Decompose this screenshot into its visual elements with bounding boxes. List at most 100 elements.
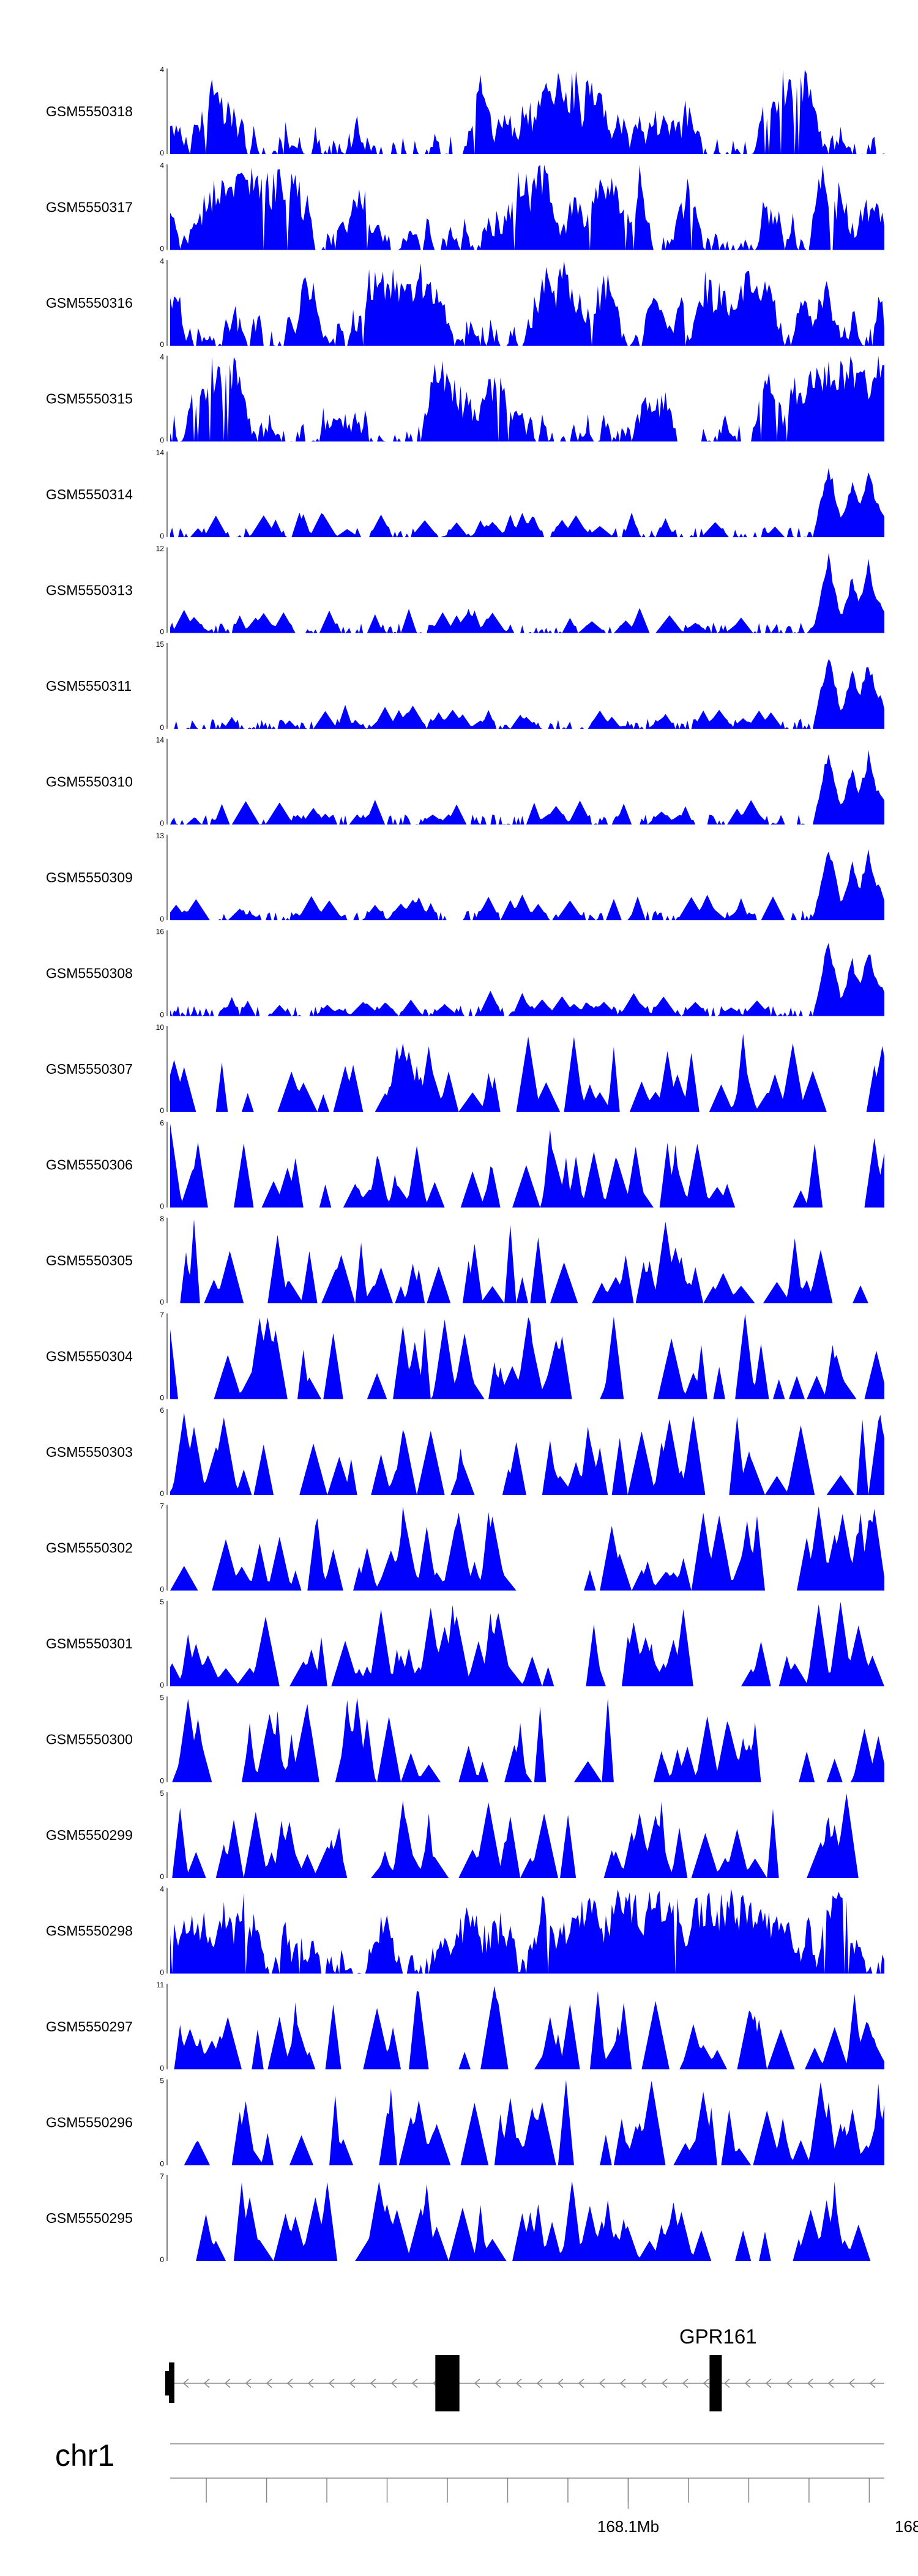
strand-arrow bbox=[266, 2378, 272, 2388]
y-min-label: 0 bbox=[160, 819, 164, 828]
y-max-label: 15 bbox=[156, 640, 165, 649]
track-GSM5550296: GSM5550296 5 0 bbox=[46, 2077, 884, 2168]
strand-arrow bbox=[536, 2378, 543, 2388]
y-max-label: 7 bbox=[160, 1502, 164, 1511]
track-GSM5550301: GSM5550301 5 0 bbox=[46, 1598, 884, 1689]
strand-arrow bbox=[515, 2378, 522, 2388]
y-max-label: 4 bbox=[160, 1885, 164, 1894]
exon-2 bbox=[435, 2355, 460, 2411]
track-label: GSM5550311 bbox=[46, 678, 132, 694]
track-label: GSM5550307 bbox=[46, 1061, 133, 1077]
track-label: GSM5550301 bbox=[46, 1636, 133, 1651]
y-max-label: 4 bbox=[160, 65, 164, 74]
track-GSM5550308: GSM5550308 16 0 bbox=[46, 928, 884, 1019]
strand-arrow bbox=[557, 2378, 564, 2388]
strand-arrow bbox=[599, 2378, 605, 2388]
track-GSM5550299: GSM5550299 5 0 bbox=[46, 1789, 884, 1881]
track-GSM5550304: GSM5550304 7 0 bbox=[46, 1311, 884, 1402]
coverage-area bbox=[170, 1219, 884, 1303]
y-max-label: 5 bbox=[160, 1598, 164, 1606]
y-max-label: 5 bbox=[160, 1694, 164, 1702]
y-max-label: 7 bbox=[160, 1311, 164, 1319]
strand-arrow bbox=[723, 2378, 730, 2388]
strand-arrow bbox=[786, 2378, 793, 2388]
y-min-label: 0 bbox=[160, 436, 164, 445]
strand-arrow bbox=[307, 2378, 314, 2388]
track-label: GSM5550308 bbox=[46, 966, 133, 981]
chromosome-label: chr1 bbox=[55, 2438, 114, 2473]
track-label: GSM5550309 bbox=[46, 869, 133, 885]
x-tick-label: 168.1Mb bbox=[597, 2517, 659, 2536]
track-label: GSM5550316 bbox=[46, 295, 133, 311]
strand-arrow bbox=[703, 2378, 709, 2388]
coverage-area bbox=[170, 1506, 884, 1591]
coverage-area bbox=[170, 750, 884, 825]
track-GSM5550305: GSM5550305 8 0 bbox=[46, 1215, 884, 1306]
strand-arrow bbox=[224, 2378, 231, 2388]
coverage-area bbox=[170, 2080, 884, 2165]
track-label: GSM5550306 bbox=[46, 1157, 133, 1173]
track-GSM5550303: GSM5550303 6 0 bbox=[46, 1406, 884, 1498]
track-label: GSM5550305 bbox=[46, 1253, 133, 1268]
y-min-label: 0 bbox=[160, 532, 164, 540]
track-label: GSM5550296 bbox=[46, 2115, 133, 2131]
y-min-label: 0 bbox=[160, 245, 164, 253]
coverage-area bbox=[170, 356, 884, 442]
y-max-label: 14 bbox=[156, 736, 165, 745]
strand-arrow bbox=[578, 2378, 584, 2388]
track-label: GSM5550295 bbox=[46, 2210, 133, 2226]
track-GSM5550302: GSM5550302 7 0 bbox=[46, 1502, 884, 1594]
strand-arrow bbox=[807, 2378, 813, 2388]
y-max-label: 5 bbox=[160, 1789, 164, 1798]
strand-arrow bbox=[765, 2378, 772, 2388]
track-label: GSM5550317 bbox=[46, 199, 133, 215]
track-GSM5550318: GSM5550318 4 0 bbox=[46, 65, 884, 157]
coverage-area bbox=[170, 1313, 884, 1399]
y-min-label: 0 bbox=[160, 2064, 164, 2072]
y-min-label: 0 bbox=[160, 1872, 164, 1881]
coverage-area bbox=[170, 849, 884, 920]
strand-arrow bbox=[744, 2378, 751, 2388]
strand-arrow bbox=[848, 2378, 855, 2388]
coverage-area bbox=[170, 553, 884, 633]
track-GSM5550314: GSM5550314 14 0 bbox=[46, 449, 884, 540]
y-min-label: 0 bbox=[160, 1585, 164, 1594]
coverage-area bbox=[170, 1601, 884, 1686]
y-min-label: 0 bbox=[160, 2255, 164, 2264]
y-min-label: 0 bbox=[160, 1968, 164, 1977]
gene-start-marker bbox=[169, 2362, 174, 2403]
coverage-area bbox=[170, 1697, 884, 1782]
y-min-label: 0 bbox=[160, 340, 164, 349]
y-min-label: 0 bbox=[160, 1298, 164, 1306]
track-GSM5550315: GSM5550315 4 0 bbox=[46, 353, 884, 445]
track-label: GSM5550298 bbox=[46, 1923, 133, 1939]
gene-name-label: GPR161 bbox=[679, 2325, 757, 2348]
track-label: GSM5550310 bbox=[46, 774, 133, 790]
track-GSM5550313: GSM5550313 12 0 bbox=[46, 545, 884, 636]
track-label: GSM5550304 bbox=[46, 1349, 133, 1364]
coverage-area bbox=[170, 1986, 884, 2069]
track-GSM5550316: GSM5550316 4 0 bbox=[46, 257, 884, 349]
y-max-label: 4 bbox=[160, 257, 164, 266]
coverage-area bbox=[170, 2181, 884, 2261]
coverage-area bbox=[170, 1888, 884, 1974]
y-min-label: 0 bbox=[160, 2160, 164, 2168]
y-max-label: 4 bbox=[160, 162, 164, 170]
y-min-label: 0 bbox=[160, 1777, 164, 1785]
coverage-area bbox=[170, 1033, 884, 1112]
y-max-label: 5 bbox=[160, 2077, 164, 2085]
track-GSM5550300: GSM5550300 5 0 bbox=[46, 1694, 884, 1785]
exon-3 bbox=[709, 2355, 722, 2411]
coverage-area bbox=[170, 467, 884, 537]
track-GSM5550307: GSM5550307 10 0 bbox=[46, 1023, 884, 1115]
y-min-label: 0 bbox=[160, 149, 164, 157]
strand-arrow bbox=[682, 2378, 688, 2388]
track-GSM5550309: GSM5550309 13 0 bbox=[46, 832, 884, 923]
y-max-label: 16 bbox=[156, 928, 165, 936]
coverage-area bbox=[170, 165, 884, 250]
track-GSM5550295: GSM5550295 7 0 bbox=[46, 2172, 884, 2264]
strand-arrow bbox=[827, 2378, 834, 2388]
coverage-area bbox=[170, 1123, 884, 1208]
x-tick-label: 168.11Mb bbox=[895, 2517, 918, 2536]
